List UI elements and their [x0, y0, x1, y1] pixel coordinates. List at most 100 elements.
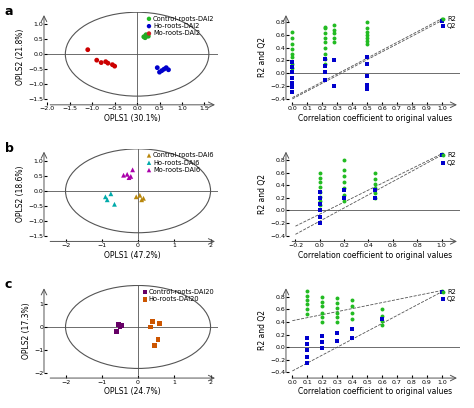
- Point: [93, 57, 100, 63]
- Point: [319, 333, 326, 339]
- Point: [303, 359, 311, 366]
- Point: [371, 176, 378, 182]
- Point: [303, 287, 311, 294]
- Point: [438, 287, 446, 294]
- Point: [321, 62, 329, 69]
- Point: [363, 73, 371, 80]
- Point: [333, 314, 341, 320]
- Y-axis label: OPLS2 (18.6%): OPLS2 (18.6%): [17, 166, 26, 222]
- Point: [340, 166, 348, 173]
- Point: [154, 64, 161, 71]
- Point: [363, 60, 371, 67]
- Point: [340, 195, 348, 201]
- Point: [303, 335, 311, 341]
- Point: [340, 191, 348, 198]
- Point: [438, 16, 446, 22]
- Point: [160, 66, 168, 73]
- Point: [158, 67, 165, 74]
- Point: [363, 25, 371, 31]
- Point: [303, 353, 311, 360]
- Point: [303, 292, 311, 299]
- Point: [141, 33, 148, 40]
- Point: [145, 33, 152, 40]
- Point: [321, 24, 329, 30]
- Point: [316, 198, 324, 204]
- Point: [84, 47, 91, 53]
- Legend: R2, Q2: R2, Q2: [438, 149, 459, 168]
- Point: [333, 305, 341, 311]
- Point: [363, 82, 371, 88]
- Point: [303, 306, 311, 313]
- Point: [107, 191, 115, 197]
- Legend: Control-roots-DAI2, Ho-roots-DAI2, Mo-roots-DAI2: Control-roots-DAI2, Ho-roots-DAI2, Mo-ro…: [144, 13, 217, 39]
- Y-axis label: R2 and Q2: R2 and Q2: [258, 310, 267, 350]
- Point: [378, 306, 386, 313]
- Y-axis label: OPLS2 (17.3%): OPLS2 (17.3%): [22, 302, 31, 359]
- Point: [333, 337, 341, 344]
- Point: [340, 173, 348, 179]
- Point: [140, 195, 147, 202]
- Legend: Control-roots-DAI20, Ho-roots-DAI20: Control-roots-DAI20, Ho-roots-DAI20: [139, 286, 217, 305]
- Point: [333, 295, 341, 302]
- Point: [147, 324, 155, 330]
- Point: [378, 313, 386, 319]
- Point: [321, 39, 329, 46]
- Point: [438, 288, 446, 295]
- Point: [438, 151, 445, 157]
- Point: [109, 62, 116, 68]
- Point: [316, 195, 324, 201]
- Point: [289, 65, 296, 71]
- Point: [333, 300, 341, 306]
- Point: [316, 201, 324, 207]
- Point: [363, 86, 371, 93]
- Text: a: a: [5, 5, 13, 18]
- Point: [102, 58, 109, 65]
- Y-axis label: R2 and Q2: R2 and Q2: [258, 37, 267, 77]
- Point: [142, 31, 150, 38]
- Point: [363, 19, 371, 25]
- Point: [316, 220, 324, 226]
- Point: [319, 293, 326, 300]
- Point: [333, 330, 341, 337]
- Point: [340, 198, 348, 204]
- Point: [289, 64, 296, 70]
- Point: [289, 69, 296, 75]
- Point: [348, 297, 356, 303]
- Point: [143, 32, 151, 39]
- Point: [289, 28, 296, 35]
- Point: [104, 60, 112, 67]
- Point: [289, 80, 296, 86]
- Point: [340, 185, 348, 192]
- Point: [340, 179, 348, 186]
- Point: [125, 174, 133, 181]
- X-axis label: OPLS1 (24.7%): OPLS1 (24.7%): [104, 387, 161, 396]
- Point: [289, 54, 296, 60]
- Point: [289, 46, 296, 52]
- Point: [330, 39, 338, 46]
- Point: [289, 51, 296, 57]
- Point: [371, 169, 378, 176]
- Point: [348, 309, 356, 316]
- Point: [289, 41, 296, 48]
- Point: [136, 192, 144, 199]
- Point: [333, 309, 341, 316]
- Point: [112, 328, 120, 335]
- Point: [348, 335, 356, 341]
- Point: [330, 57, 338, 64]
- Point: [303, 311, 311, 318]
- Point: [371, 190, 378, 197]
- Point: [378, 315, 386, 322]
- Point: [127, 173, 135, 180]
- Point: [319, 309, 326, 316]
- Point: [378, 317, 386, 324]
- Point: [340, 187, 348, 194]
- Point: [438, 152, 445, 158]
- Legend: R2, Q2: R2, Q2: [438, 286, 459, 305]
- Text: c: c: [5, 278, 12, 291]
- Point: [363, 38, 371, 44]
- Legend: Control-roots-DAI6, Ho-roots-DAI6, Mo-roots-DAI6: Control-roots-DAI6, Ho-roots-DAI6, Mo-ro…: [144, 149, 217, 175]
- Point: [132, 193, 140, 200]
- Point: [316, 179, 324, 186]
- Point: [316, 183, 324, 190]
- Point: [116, 324, 124, 330]
